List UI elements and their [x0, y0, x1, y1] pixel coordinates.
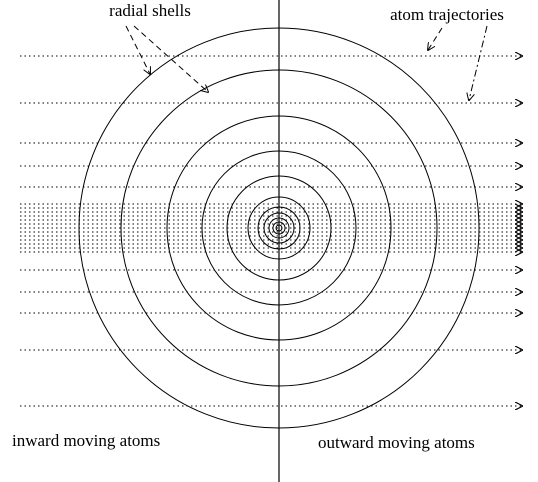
label: atom trajectories: [390, 5, 504, 24]
label: inward moving atoms: [12, 431, 160, 450]
pointer-arrow: [133, 25, 208, 92]
label: radial shells: [109, 1, 191, 20]
pointer-arrow: [428, 27, 443, 50]
label: outward moving atoms: [318, 433, 475, 452]
trajectories: [20, 56, 522, 406]
pointer-arrow: [125, 25, 150, 74]
pointer-arrow: [469, 25, 488, 100]
